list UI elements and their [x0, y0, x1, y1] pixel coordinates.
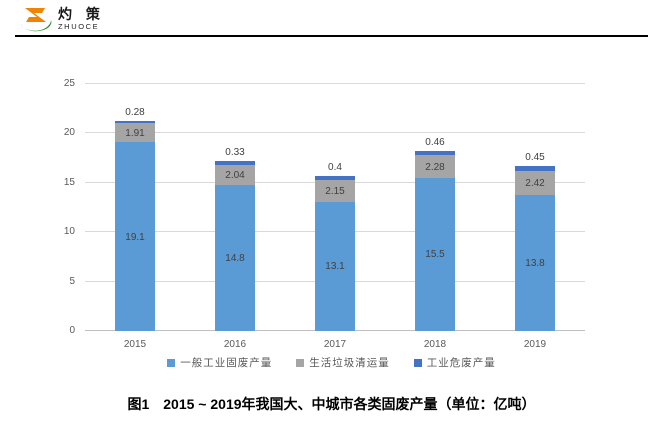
- legend-label-2: 工业危废产量: [426, 357, 496, 369]
- bar-segment-2018-s2: [415, 150, 455, 156]
- gridline-y20: [85, 132, 585, 134]
- legend-item-0: 一般工业固废产量: [167, 355, 272, 370]
- data-label-2016-s2: 0.33: [225, 147, 245, 159]
- data-label-2019-s1: 2.42: [525, 177, 545, 189]
- bar-segment-2016-s1: [215, 164, 255, 185]
- bar-segment-2018-s1: [415, 155, 455, 178]
- data-label-2018-s0: 15.5: [425, 249, 445, 261]
- plot-area: 0 5 10 15 20 25 19.1 1.91 0.28 2015 14.8 2.04 0.33 20…: [64, 78, 585, 350]
- x-axis-label-2017: 2017: [323, 339, 347, 350]
- header-divider: [15, 35, 648, 37]
- data-label-2019-s2: 0.45: [525, 152, 545, 164]
- brand-logo: 灼 策 ZHUOCE: [18, 3, 105, 33]
- x-axis-label-2016: 2016: [223, 339, 247, 350]
- gridline-y25: [85, 83, 585, 84]
- brand-name-en: ZHUOCE: [58, 21, 100, 31]
- legend-item-1: 生活垃圾清运量: [296, 355, 390, 370]
- y-axis-tick-5: 5: [69, 275, 75, 287]
- x-axis-label-2019: 2019: [523, 339, 547, 350]
- data-label-2017-s2: 0.4: [328, 162, 342, 174]
- brand-name-cn: 灼 策: [58, 5, 105, 22]
- bar-segment-2016-s0: [215, 184, 255, 331]
- bar-segment-2015-s2: [115, 120, 155, 124]
- bar-segment-2017-s2: [315, 176, 355, 181]
- bar-segment-2016-s2: [215, 161, 255, 165]
- bar-segment-2019-s1: [515, 170, 555, 195]
- y-axis-tick-20: 20: [63, 127, 75, 139]
- bar-segment-2019-s2: [515, 166, 555, 171]
- legend-label-1: 生活垃圾清运量: [309, 357, 390, 369]
- data-label-2016-s0: 14.8: [225, 252, 245, 264]
- y-axis-tick-15: 15: [63, 176, 75, 188]
- data-label-2017-s1: 2.15: [325, 185, 345, 197]
- bar-segment-2017-s0: [315, 201, 355, 331]
- legend-swatch-2: [413, 358, 422, 367]
- figure-caption: 图1 2015 ~ 2019年我国大、中城市各类固废产量（单位：亿吨）: [127, 396, 536, 412]
- data-label-2015-s0: 19.1: [125, 231, 145, 243]
- legend-item-2: 工业危废产量: [413, 355, 496, 370]
- logo-z-glyph: [25, 8, 46, 22]
- bar-segment-2015-s0: [115, 142, 155, 331]
- chart-legend: 一般工业固废产量 生活垃圾清运量 工业危废产量: [0, 355, 663, 370]
- legend-swatch-1: [296, 358, 305, 367]
- legend-label-0: 一般工业固废产量: [180, 357, 273, 369]
- data-label-2015-s1: 1.91: [125, 127, 145, 139]
- stacked-bar-chart: 0 5 10 15 20 25 19.1 1.91 0.28 2015 14.8 2.04 0.33 20…: [0, 60, 663, 380]
- bar-segment-2019-s0: [515, 194, 555, 331]
- data-label-2015-s2: 0.28: [125, 106, 145, 118]
- legend-swatch-0: [167, 358, 176, 367]
- x-axis-label-2015: 2015: [123, 339, 147, 350]
- y-axis-tick-0: 0: [69, 325, 75, 336]
- data-label-2018-s2: 0.46: [425, 136, 445, 148]
- bar-segment-2018-s0: [415, 177, 455, 331]
- x-axis-label-2018: 2018: [423, 339, 447, 350]
- y-axis-tick-25: 25: [63, 78, 75, 89]
- bar-segment-2015-s1: [115, 123, 155, 143]
- zhuoce-logo-icon: [21, 8, 52, 32]
- data-label-2016-s1: 2.04: [225, 169, 245, 181]
- data-label-2017-s0: 13.1: [325, 261, 345, 273]
- bar-segment-2017-s1: [315, 180, 355, 202]
- data-label-2019-s0: 13.8: [525, 257, 545, 269]
- data-label-2018-s1: 2.28: [425, 161, 445, 173]
- y-axis-tick-10: 10: [63, 226, 75, 238]
